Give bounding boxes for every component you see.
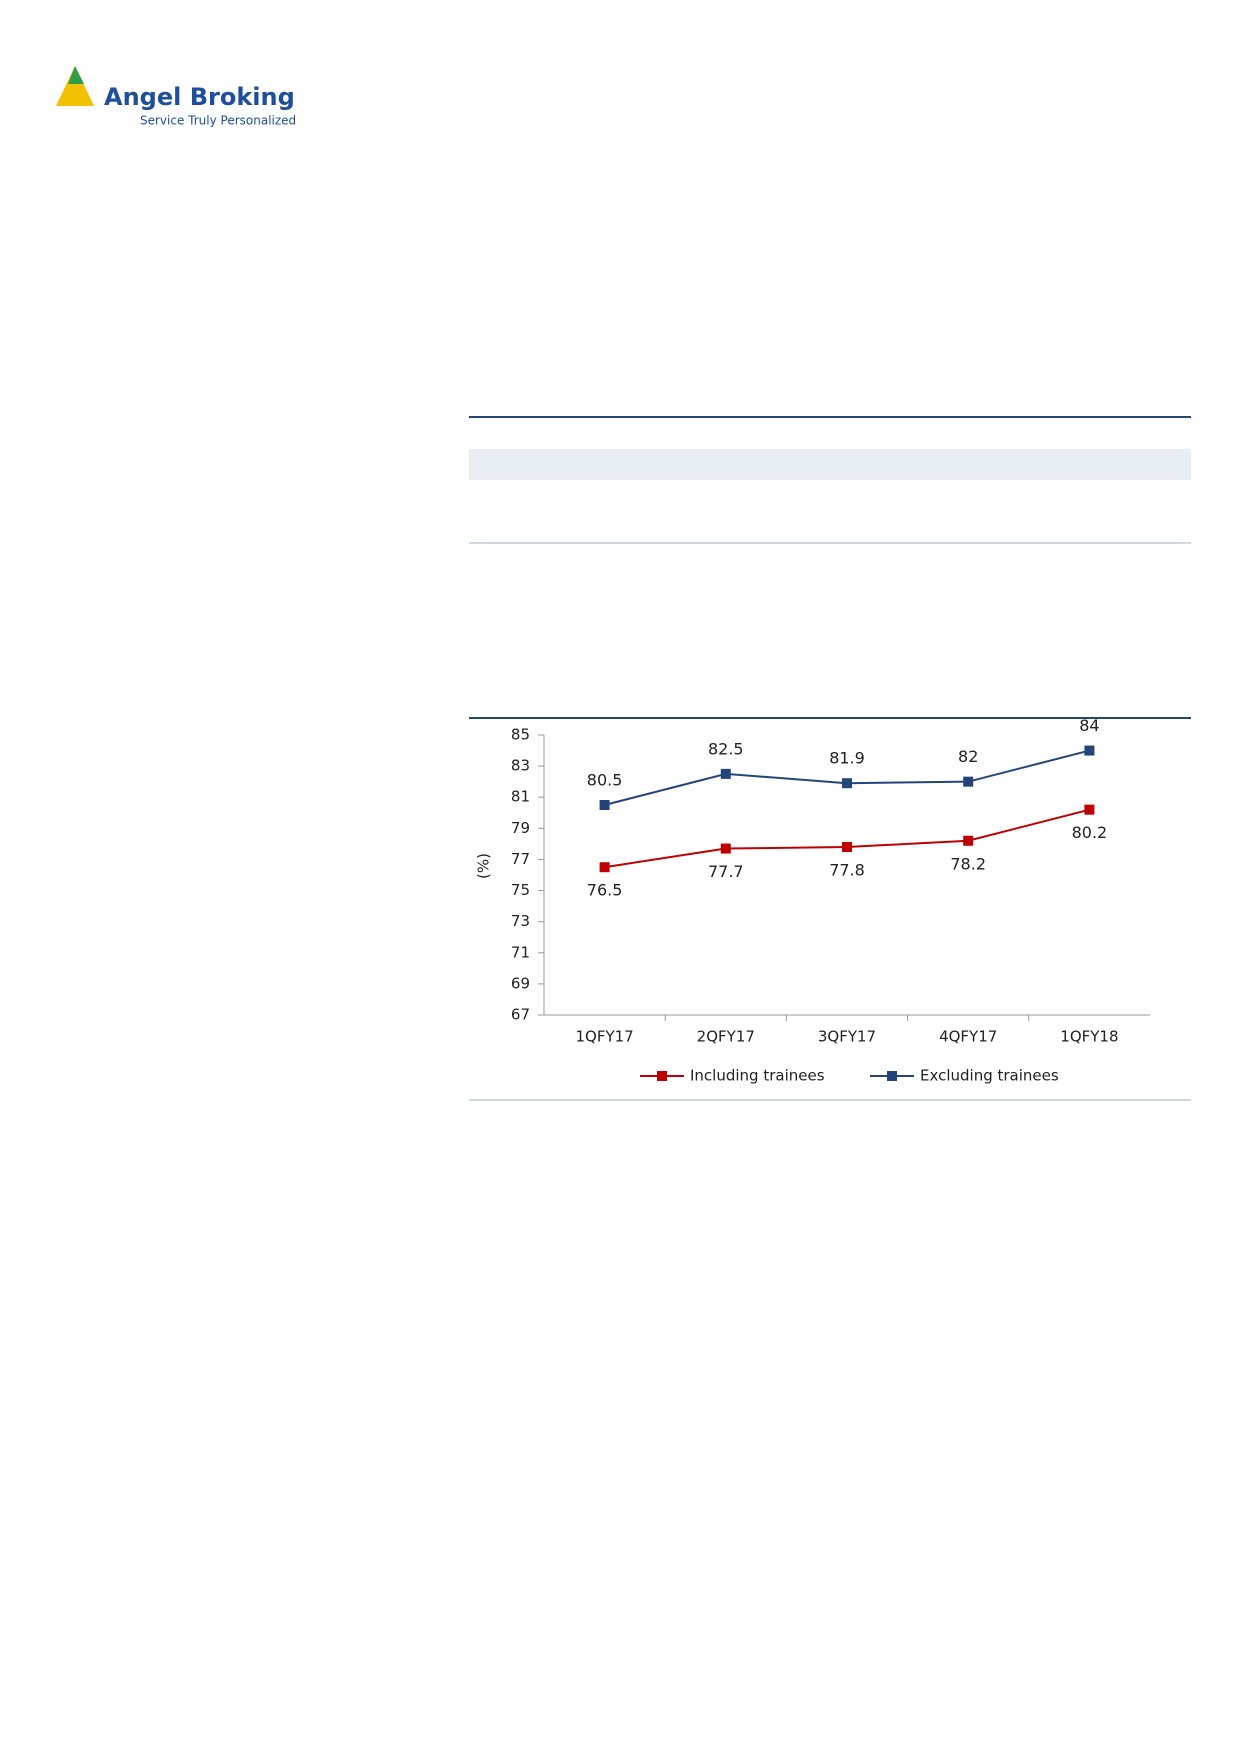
logo-mark	[56, 66, 94, 106]
marker	[720, 843, 731, 854]
marker	[963, 776, 974, 787]
y-axis-label: (%)	[475, 853, 493, 879]
x-tick-label: 1QFY17	[575, 1028, 633, 1046]
legend-marker	[657, 1071, 667, 1081]
marker	[599, 862, 610, 873]
y-tick-label: 75	[511, 881, 530, 899]
marker	[720, 768, 731, 779]
legend-marker	[887, 1071, 897, 1081]
data-label: 80.2	[1072, 823, 1108, 842]
y-tick-label: 85	[511, 726, 530, 744]
data-label: 77.8	[829, 861, 865, 880]
data-label: 82.5	[708, 739, 744, 758]
y-tick-label: 79	[511, 819, 530, 837]
logo: Angel Broking Service Truly Personalized	[56, 66, 296, 128]
y-tick-label: 83	[511, 757, 530, 775]
y-tick-label: 77	[511, 850, 530, 868]
y-tick-label: 73	[511, 912, 530, 930]
table-band	[469, 449, 1191, 480]
data-label: 80.5	[587, 771, 623, 790]
x-tick-label: 1QFY18	[1060, 1028, 1118, 1046]
data-label: 76.5	[587, 881, 623, 900]
logo-mark-top	[68, 66, 84, 84]
data-label: 81.9	[829, 749, 865, 768]
tagline: Service Truly Personalized	[140, 114, 296, 128]
x-tick-label: 4QFY17	[939, 1028, 997, 1046]
x-tick-label: 2QFY17	[697, 1028, 755, 1046]
empty-table	[469, 416, 1191, 544]
brand: Angel Broking	[104, 83, 295, 111]
data-label: 84	[1079, 716, 1099, 735]
series-line	[604, 808, 1090, 869]
legend-label: Excluding trainees	[920, 1067, 1059, 1085]
x-tick-label: 3QFY17	[818, 1028, 876, 1046]
y-tick-label: 71	[511, 943, 530, 961]
y-tick-label: 81	[511, 788, 530, 806]
marker	[1084, 804, 1095, 815]
y-tick-label: 69	[511, 974, 530, 992]
marker	[842, 842, 852, 852]
marker	[842, 778, 852, 789]
legend-label: Including trainees	[690, 1067, 825, 1085]
data-label: 78.2	[950, 854, 986, 873]
data-label: 77.7	[708, 862, 744, 881]
marker	[963, 835, 974, 846]
marker	[1084, 745, 1095, 756]
y-tick-label: 67	[511, 1006, 530, 1024]
data-label: 82	[958, 747, 978, 766]
marker	[599, 800, 610, 810]
